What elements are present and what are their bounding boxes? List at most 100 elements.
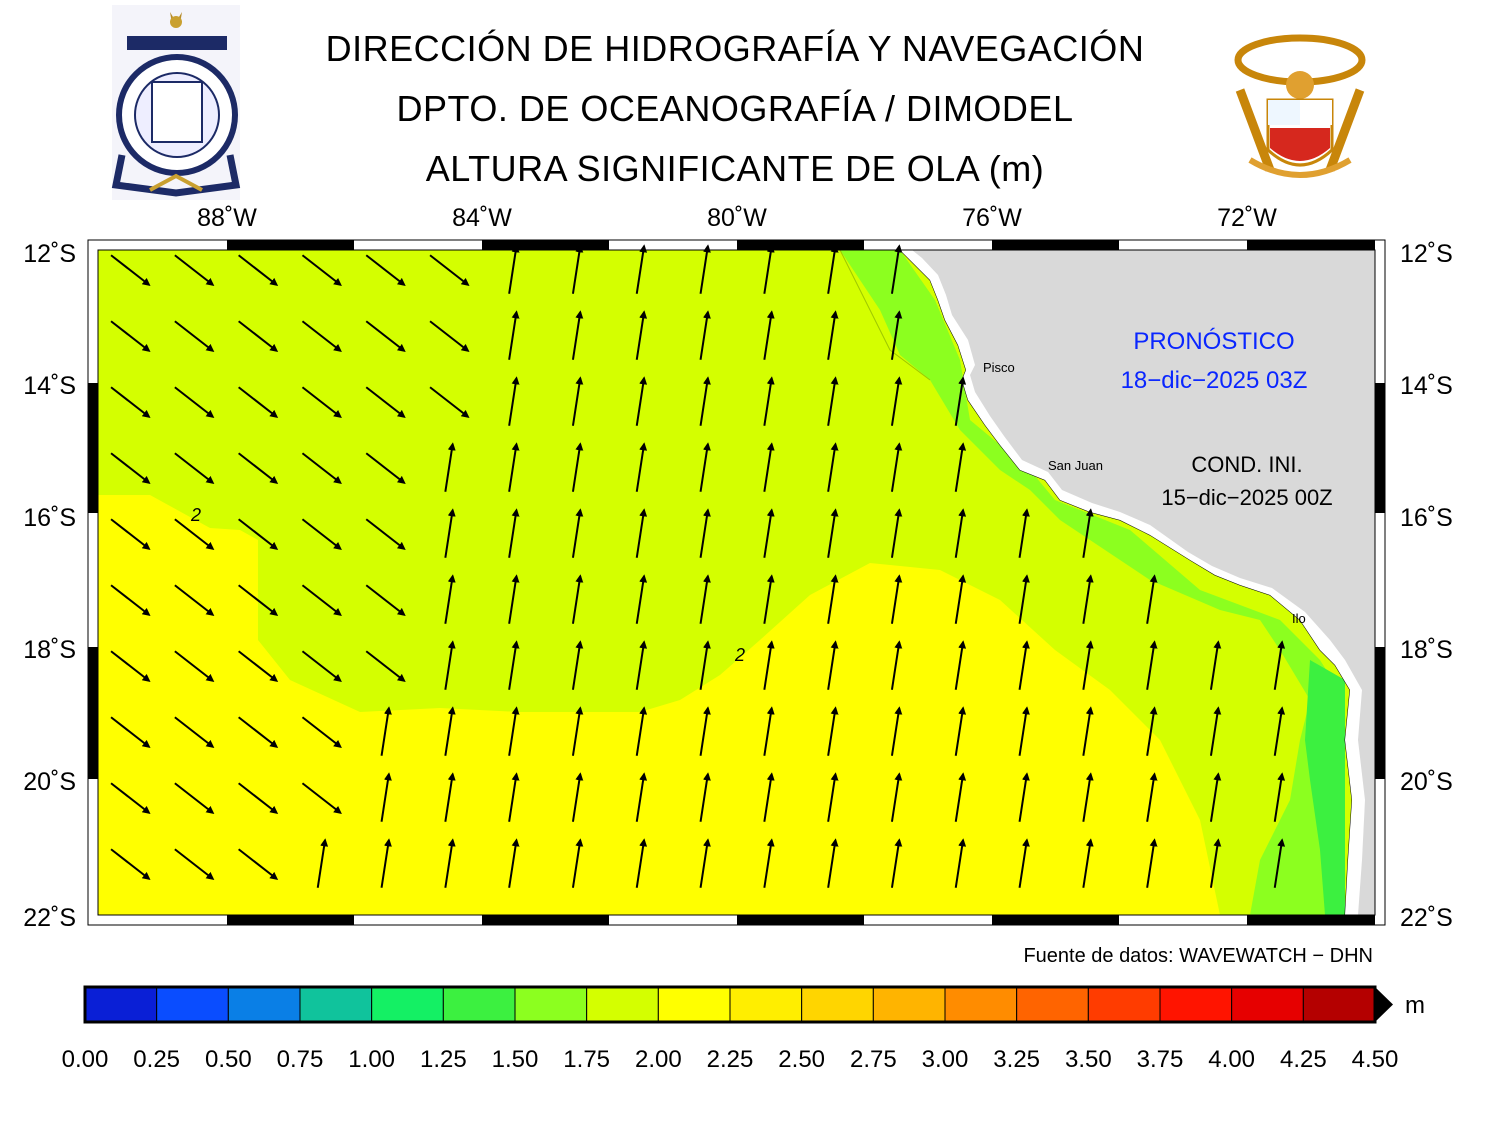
colorbar-bin bbox=[1159, 986, 1233, 1023]
wave-direction-arrow bbox=[571, 244, 584, 294]
colorbar-bin bbox=[1231, 986, 1304, 1023]
wave-direction-arrow bbox=[890, 376, 903, 426]
wave-direction-arrow bbox=[954, 838, 967, 888]
wave-direction-arrow bbox=[110, 584, 151, 616]
wave-direction-arrow bbox=[763, 640, 775, 690]
wave-direction-arrow bbox=[238, 320, 279, 352]
wave-direction-arrow bbox=[110, 518, 151, 550]
forecast-label: PRONÓSTICO bbox=[1133, 328, 1294, 355]
colorbar-extend-arrow bbox=[1375, 987, 1393, 1022]
wave-direction-arrow bbox=[508, 508, 520, 558]
lon-label-80w: 80˚W bbox=[707, 204, 767, 232]
wave-direction-arrow bbox=[316, 838, 329, 888]
wave-direction-arrow bbox=[699, 574, 711, 624]
wave-direction-arrow bbox=[571, 574, 584, 624]
wave-direction-arrow bbox=[1273, 706, 1286, 756]
wave-direction-arrow bbox=[571, 838, 584, 888]
wave-direction-arrows bbox=[110, 244, 1286, 888]
wave-direction-arrow bbox=[827, 706, 839, 756]
wave-direction-arrow bbox=[635, 310, 648, 360]
wave-direction-arrow bbox=[1082, 706, 1094, 756]
wave-direction-arrow bbox=[238, 584, 279, 616]
wave-direction-arrow bbox=[699, 838, 711, 888]
colorbar-bin bbox=[227, 986, 301, 1023]
wave-direction-arrow bbox=[380, 838, 392, 888]
lat-label-14s-right: 14˚S bbox=[1400, 372, 1453, 400]
lat-label-20s-right: 20˚S bbox=[1400, 768, 1453, 796]
wave-direction-arrow bbox=[954, 574, 967, 624]
wave-direction-arrow bbox=[1209, 640, 1222, 690]
wave-direction-arrow bbox=[763, 706, 775, 756]
colorbar-tick-label: 0.25 bbox=[133, 1046, 180, 1073]
wave-direction-arrow bbox=[1146, 706, 1158, 756]
colorbar-bin bbox=[1016, 986, 1089, 1023]
wave-direction-arrow bbox=[1273, 838, 1286, 888]
map-area bbox=[87, 239, 1386, 926]
wave-direction-arrow bbox=[508, 442, 520, 492]
contour-line bbox=[839, 250, 931, 381]
wave-direction-arrow bbox=[1018, 838, 1030, 888]
wave-direction-arrow bbox=[635, 508, 648, 558]
wave-direction-arrow bbox=[763, 838, 775, 888]
wave-direction-arrow bbox=[699, 706, 711, 756]
wave-direction-arrow bbox=[890, 244, 903, 294]
wave-direction-arrow bbox=[444, 838, 456, 888]
wave-direction-arrow bbox=[174, 320, 215, 352]
wave-direction-arrow bbox=[1209, 838, 1222, 888]
wave-direction-arrow bbox=[1018, 508, 1030, 558]
colorbar-tick-label: 4.00 bbox=[1208, 1046, 1255, 1073]
data-source: Fuente de datos: WAVEWATCH − DHN bbox=[1023, 945, 1373, 967]
wave-direction-arrow bbox=[1082, 574, 1094, 624]
wave-direction-arrow bbox=[174, 650, 215, 682]
wave-direction-arrow bbox=[301, 716, 342, 748]
wave-direction-arrow bbox=[699, 244, 711, 294]
coastal-strip bbox=[900, 250, 1365, 915]
wave-direction-arrow bbox=[301, 386, 342, 418]
wave-direction-arrow bbox=[238, 782, 279, 814]
colorbar-tick-label: 3.00 bbox=[922, 1046, 969, 1073]
colorbar-tick-label: 1.25 bbox=[420, 1046, 467, 1073]
wave-direction-arrow bbox=[763, 244, 775, 294]
wave-direction-arrow bbox=[174, 254, 215, 286]
wave-direction-arrow bbox=[508, 244, 520, 294]
wave-direction-arrow bbox=[763, 376, 775, 426]
wave-direction-arrow bbox=[827, 442, 839, 492]
wave-direction-arrow bbox=[571, 376, 584, 426]
colorbar-bin bbox=[801, 986, 874, 1023]
wave-direction-arrow bbox=[174, 386, 215, 418]
wave-direction-arrow bbox=[380, 772, 392, 822]
wave-direction-arrow bbox=[890, 838, 903, 888]
wave-direction-arrow bbox=[954, 772, 967, 822]
wave-direction-arrow bbox=[508, 310, 520, 360]
wave-direction-arrow bbox=[444, 640, 456, 690]
wave-direction-arrow bbox=[110, 254, 151, 286]
wave-direction-arrow bbox=[635, 376, 648, 426]
wave-direction-arrow bbox=[571, 772, 584, 822]
wave-direction-arrow bbox=[301, 518, 342, 550]
colorbar-tick-label: 2.25 bbox=[707, 1046, 754, 1073]
wave-direction-arrow bbox=[699, 442, 711, 492]
wave-direction-arrow bbox=[1082, 640, 1094, 690]
wave-direction-arrow bbox=[699, 772, 711, 822]
wave-direction-arrow bbox=[508, 706, 520, 756]
wave-direction-arrow bbox=[110, 782, 151, 814]
colorbar-bin bbox=[586, 986, 659, 1023]
wave-direction-arrow bbox=[890, 706, 903, 756]
wave-direction-arrow bbox=[444, 508, 456, 558]
wave-direction-arrow bbox=[890, 574, 903, 624]
place-san-juan: San Juan bbox=[1048, 458, 1103, 473]
wave-direction-arrow bbox=[508, 574, 520, 624]
wave-direction-arrow bbox=[174, 848, 215, 880]
wave-direction-arrow bbox=[571, 442, 584, 492]
wave-direction-arrow bbox=[444, 706, 456, 756]
wave-direction-arrow bbox=[1018, 640, 1030, 690]
wave-direction-arrow bbox=[110, 716, 151, 748]
colorbar-unit: m bbox=[1405, 992, 1425, 1019]
wave-direction-arrow bbox=[635, 442, 648, 492]
wave-direction-arrow bbox=[174, 716, 215, 748]
wave-direction-arrow bbox=[827, 772, 839, 822]
colorbar-bin bbox=[1087, 986, 1161, 1023]
colorbar-tick-label: 1.00 bbox=[348, 1046, 395, 1073]
wave-direction-arrow bbox=[827, 574, 839, 624]
colorbar-tick-label: 1.50 bbox=[492, 1046, 539, 1073]
